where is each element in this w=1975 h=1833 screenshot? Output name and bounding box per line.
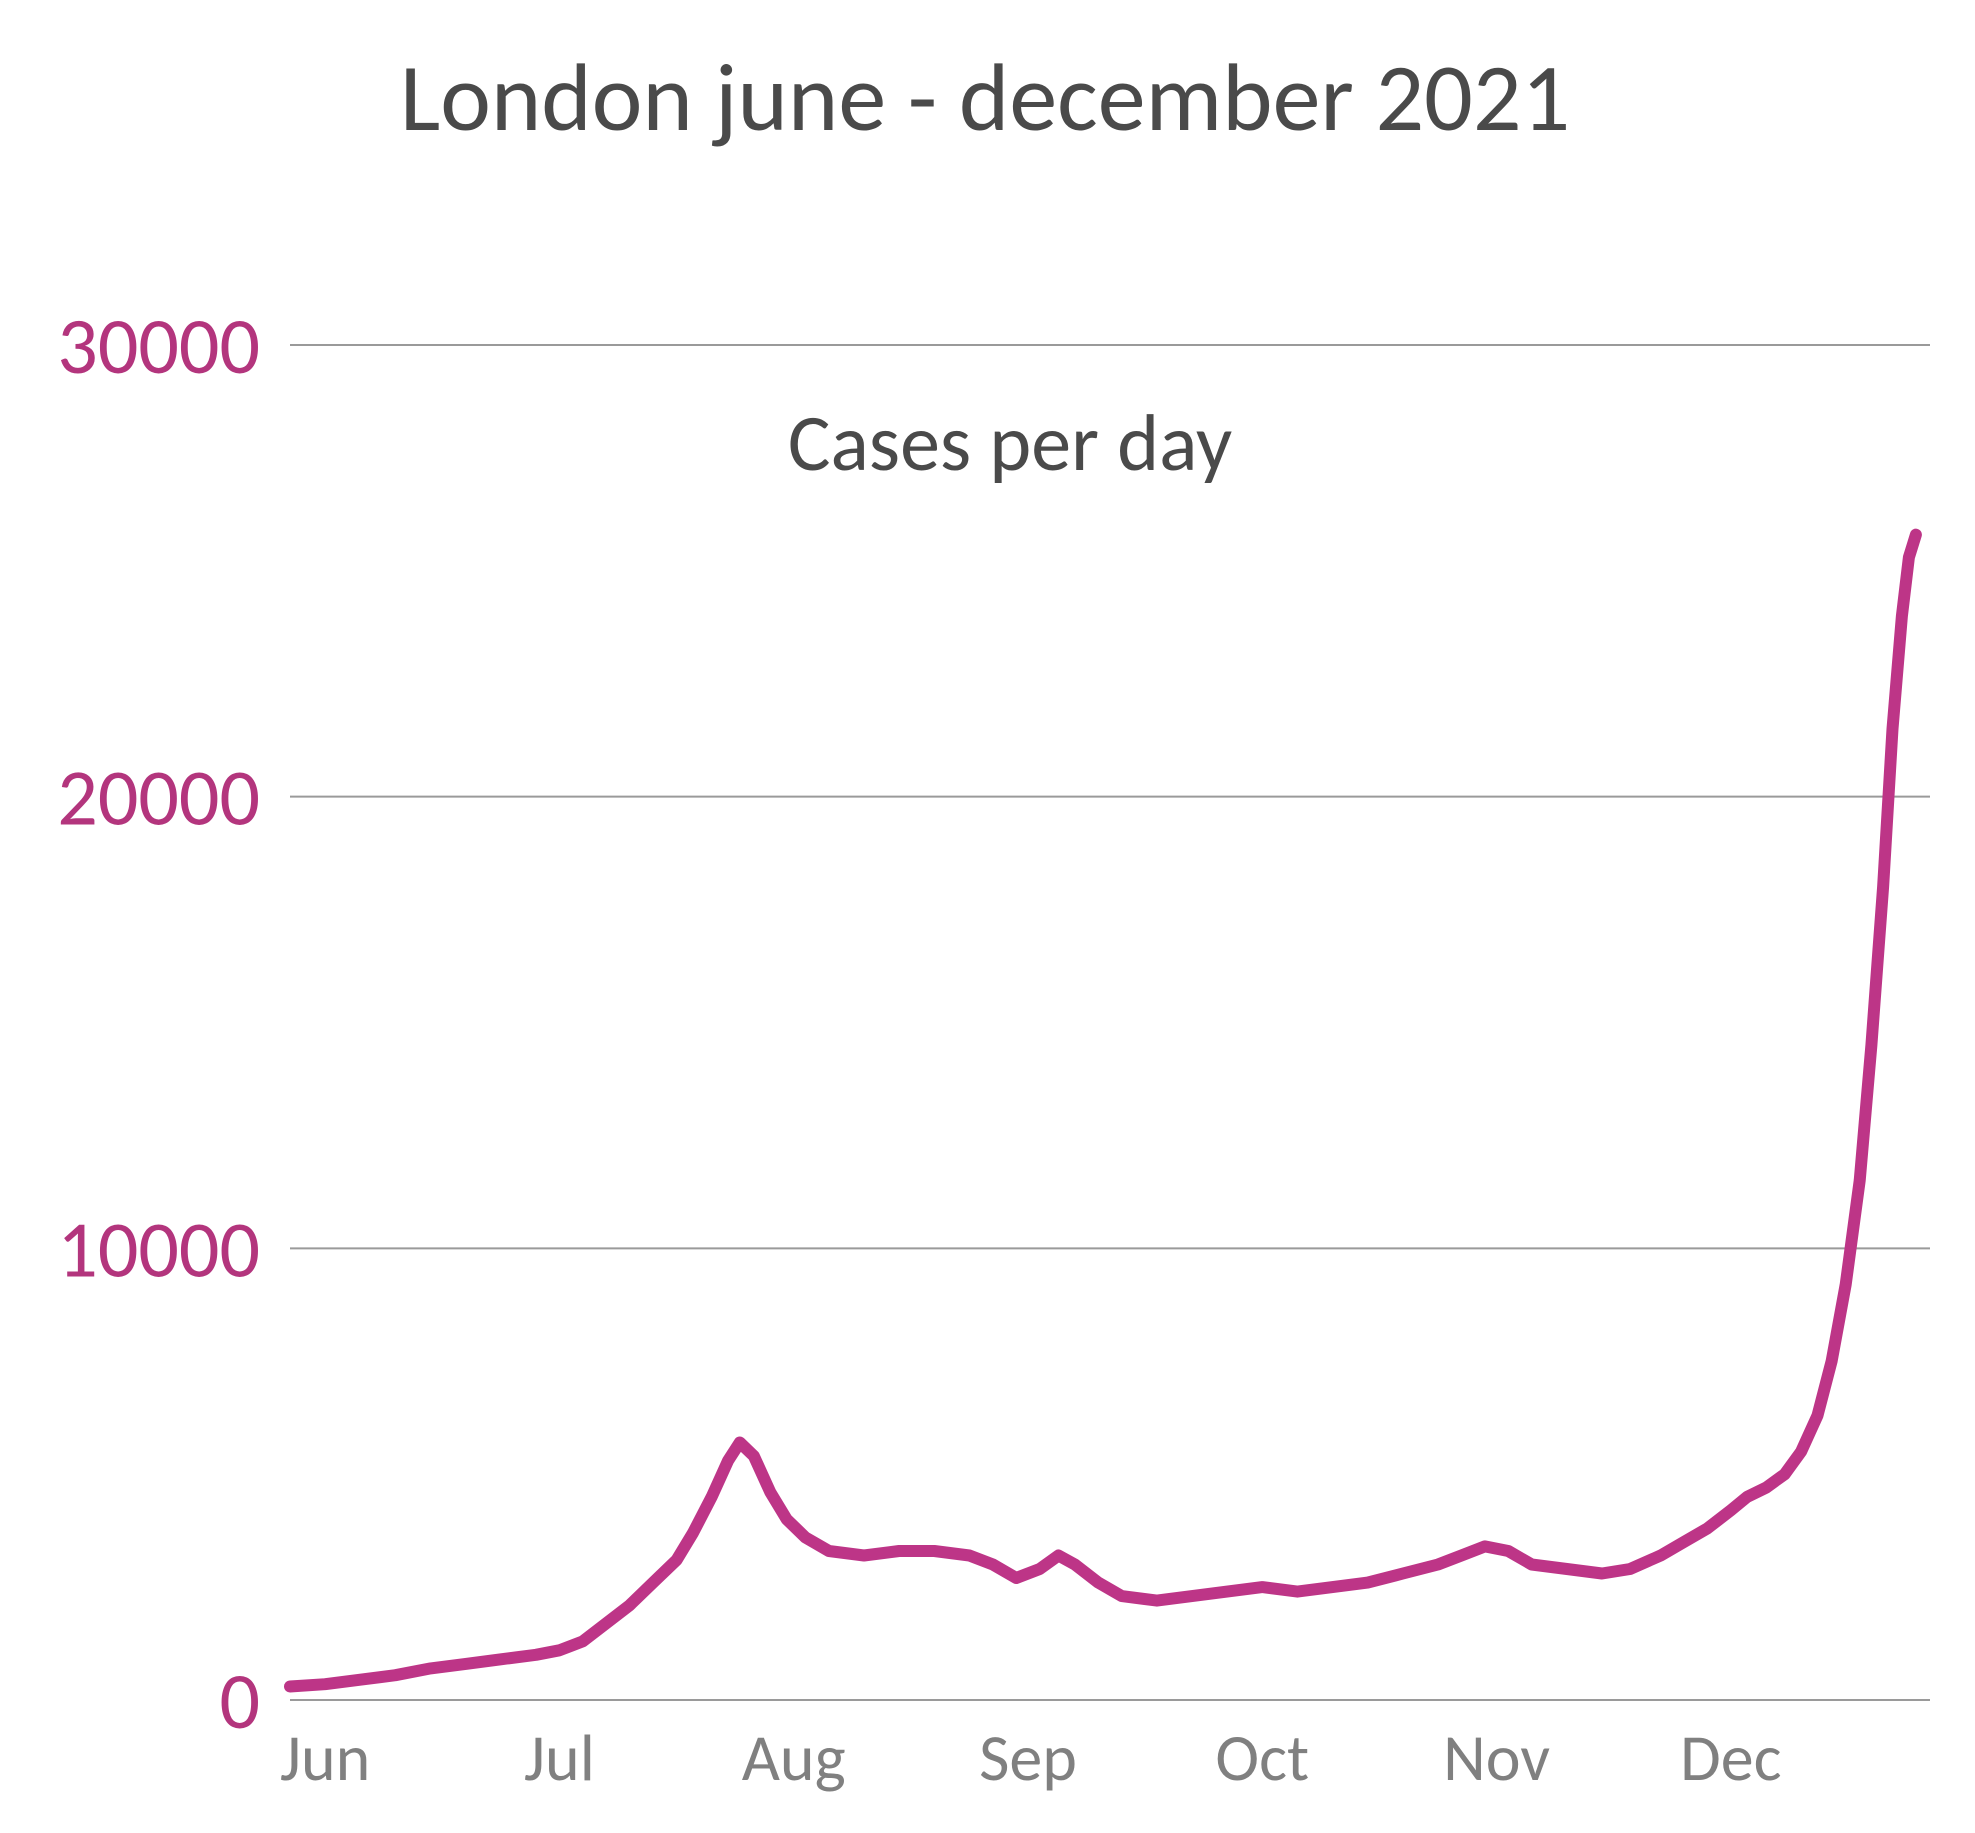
x-tick-label: Jul [524,1717,595,1798]
x-tick-label: Nov [1443,1717,1550,1798]
line-chart: 0 10000 20000 30000 Jun Jul Aug Sep Oct Nov Dec L… [0,0,1975,1833]
y-axis-labels: 0 10000 20000 30000 [57,298,260,1750]
y-tick-label: 30000 [57,298,260,395]
chart-subtitle: Cases per day [788,395,1232,492]
chart-title: London june - december 2021 [400,39,1570,156]
x-tick-label: Jun [280,1717,370,1798]
x-tick-label: Oct [1215,1717,1309,1798]
chart-svg: 0 10000 20000 30000 Jun Jul Aug Sep Oct Nov Dec L… [0,0,1975,1833]
cases-series-line [290,535,1916,1687]
y-tick-label: 0 [219,1653,260,1750]
gridlines [290,345,1930,1700]
x-tick-label: Aug [742,1717,846,1798]
y-tick-label: 10000 [57,1201,260,1298]
x-tick-label: Dec [1680,1717,1781,1798]
x-tick-label: Sep [979,1717,1077,1798]
x-axis-labels: Jun Jul Aug Sep Oct Nov Dec [280,1717,1782,1798]
y-tick-label: 20000 [57,750,260,847]
